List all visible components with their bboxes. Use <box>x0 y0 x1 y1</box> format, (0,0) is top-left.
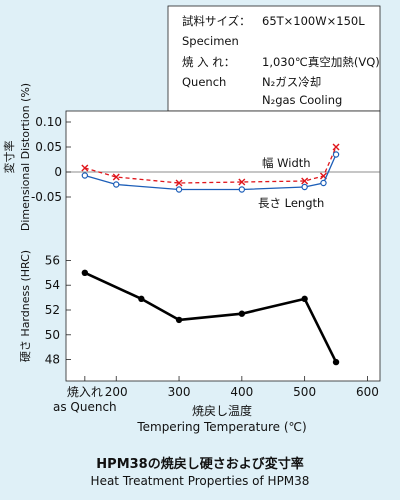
hardness-y-tick-label: 52 <box>45 303 60 317</box>
distortion-y-tick-label: 0.10 <box>35 115 62 129</box>
x-tick-label: 600 <box>356 385 379 399</box>
quench-value-line2: N₂ガス冷却 <box>262 75 321 89</box>
hardness-data-point <box>81 269 89 276</box>
specimen-label-en: Specimen <box>182 34 239 48</box>
length-data-point <box>175 186 183 193</box>
width-data-point <box>175 179 183 187</box>
x-tick-label: 焼入れ <box>67 385 103 399</box>
specification-box: 試料サイズ： 65T×100W×150L Specimen 焼 入 れ： 1,0… <box>167 5 381 112</box>
quench-value-line3: N₂gas Cooling <box>262 93 342 107</box>
caption-title-en: Heat Treatment Properties of HPM38 <box>91 474 310 488</box>
length-data-point <box>332 151 340 158</box>
quench-label-ja: 焼 入 れ： <box>182 55 235 69</box>
x-tick-sublabel-as-quench: as Quench <box>53 400 117 414</box>
hardness-data-point <box>175 316 183 324</box>
caption-title-ja: HPM38の焼戻し硬さおよび変寸率 <box>96 456 303 472</box>
hardness-y-tick-label: 54 <box>45 278 60 292</box>
distortion-y-tick-label: -0.05 <box>31 190 62 204</box>
x-tick-label: 300 <box>168 385 191 399</box>
hardness-panel: 56 54 52 50 48 <box>45 253 340 367</box>
length-series-label: 長さ Length <box>258 196 324 210</box>
distortion-panel: 0.10 0.05 0 -0.05 <box>31 115 380 204</box>
hardness-data-point <box>238 310 246 317</box>
specimen-label-ja: 試料サイズ： <box>182 14 251 28</box>
distortion-ylabel-ja: 変寸率 <box>2 141 16 174</box>
hardness-series-line <box>84 271 338 363</box>
distortion-y-tick-label: 0 <box>54 165 62 179</box>
width-data-point <box>301 177 309 185</box>
quench-value-line1: 1,030℃真空加熱(VQ) <box>262 55 380 69</box>
hardness-data-point <box>332 358 340 366</box>
plot-frame <box>65 110 381 382</box>
length-data-point <box>238 186 246 193</box>
spec-box-frame <box>167 5 381 112</box>
x-axis-title-en: Tempering Temperature (℃) <box>136 420 306 434</box>
hardness-y-tick-label: 56 <box>45 253 60 267</box>
distortion-y-tick-label: 0.05 <box>35 140 62 154</box>
specimen-value: 65T×100W×150L <box>262 14 365 28</box>
length-data-point <box>320 179 327 187</box>
width-series-label: 幅 Width <box>262 156 311 170</box>
hardness-y-tick-label: 48 <box>45 353 60 367</box>
x-axis: 焼入れ 200 300 400 500 600 as Quench <box>53 376 379 414</box>
x-axis-title-ja: 焼戻し温度 <box>192 403 252 418</box>
distortion-ylabel-en: Dimensional Distortion (%) <box>19 83 32 231</box>
width-data-point <box>238 178 246 186</box>
hardness-data-point <box>138 295 145 303</box>
length-data-point <box>113 181 120 188</box>
x-tick-label: 400 <box>230 385 253 399</box>
width-data-point <box>112 173 120 181</box>
length-data-point <box>81 172 89 179</box>
x-tick-label: 500 <box>293 385 316 399</box>
length-data-point <box>301 183 308 191</box>
hardness-data-point <box>301 295 308 303</box>
distortion-y-axis-title: 変寸率 Dimensional Distortion (%) <box>2 83 32 231</box>
hardness-y-axis-title: 硬さ Hardness (HRC) <box>19 250 32 362</box>
width-data-point <box>332 143 340 151</box>
quench-label-en: Quench <box>182 75 226 89</box>
width-data-point <box>81 164 89 172</box>
x-tick-label: 200 <box>105 385 128 399</box>
hardness-y-tick-label: 50 <box>45 328 60 342</box>
